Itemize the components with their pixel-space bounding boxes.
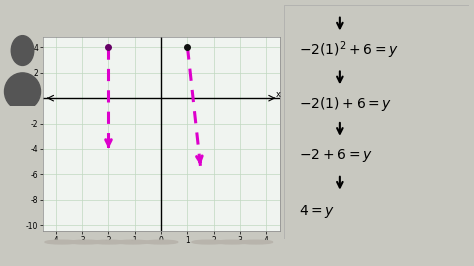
Circle shape xyxy=(239,240,273,244)
Circle shape xyxy=(216,240,249,244)
Text: x: x xyxy=(276,90,281,99)
Ellipse shape xyxy=(5,73,40,110)
Circle shape xyxy=(145,240,178,244)
Circle shape xyxy=(45,240,78,244)
Circle shape xyxy=(92,240,126,244)
Text: $-2(1)^2 + 6 = y$: $-2(1)^2 + 6 = y$ xyxy=(299,39,399,61)
Circle shape xyxy=(69,240,102,244)
Circle shape xyxy=(116,240,149,244)
Text: $4 = y$: $4 = y$ xyxy=(299,203,336,220)
Text: $-2(1) + 6 = y$: $-2(1) + 6 = y$ xyxy=(299,95,392,113)
Ellipse shape xyxy=(11,36,34,65)
Text: $-2 + 6 = y$: $-2 + 6 = y$ xyxy=(299,147,373,164)
Circle shape xyxy=(192,240,225,244)
